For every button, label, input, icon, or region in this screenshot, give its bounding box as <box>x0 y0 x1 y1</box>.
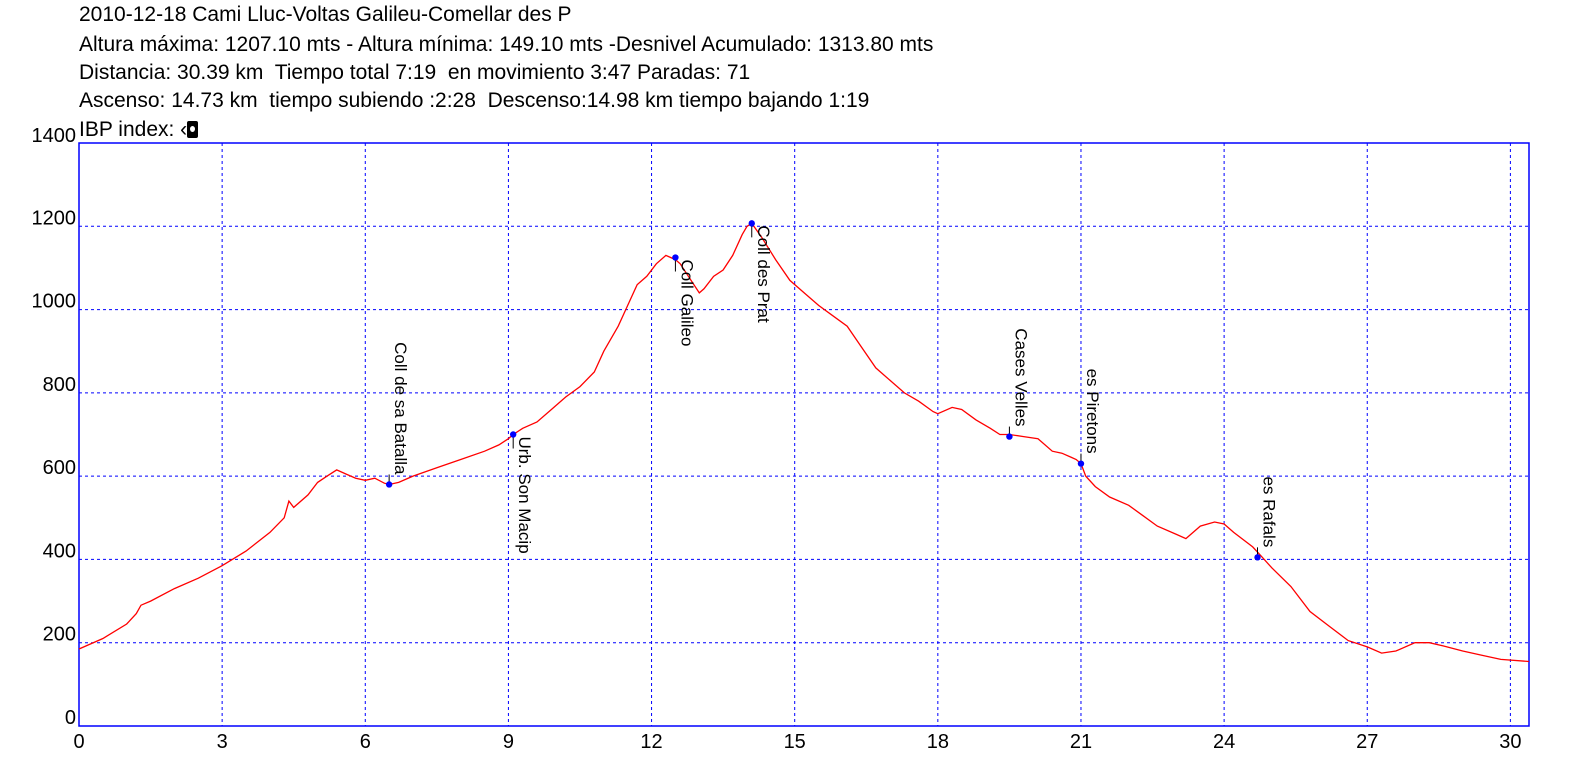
waypoint-dot <box>748 220 755 227</box>
waypoint-markers: Coll de sa Batalla Urb. Son Macip Coll Gal… <box>385 220 1279 561</box>
x-tick-label: 27 <box>1356 731 1378 753</box>
waypoint-5: es Piretons <box>1077 369 1102 467</box>
ascent-descent-summary: Ascenso: 14.73 km tiempo subiendo :2:28 … <box>79 89 870 112</box>
waypoint-6: es Rafals <box>1254 476 1279 561</box>
x-tick-label: 30 <box>1499 731 1521 753</box>
ibp-index-label: IBP index: ‹ <box>79 117 199 143</box>
x-tick-label: 3 <box>217 731 228 753</box>
x-tick-label: 21 <box>1070 731 1092 753</box>
distance-time-summary: Distancia: 30.39 km Tiempo total 7:19 en… <box>79 61 751 84</box>
waypoint-dot <box>1006 433 1013 440</box>
x-tick-label: 6 <box>360 731 371 753</box>
waypoint-label: Coll Galileo <box>677 260 696 347</box>
waypoint-4: Cases Velles <box>1006 328 1030 440</box>
y-tick-label: 400 <box>43 540 76 562</box>
y-tick-label: 600 <box>43 457 76 479</box>
y-tick-label: 800 <box>43 374 76 396</box>
elevation-profile-line <box>78 222 1530 663</box>
x-tick-label: 9 <box>503 731 514 753</box>
waypoint-label: Urb. Son Macip <box>515 437 534 554</box>
waypoint-label: Coll de sa Batalla <box>391 342 410 475</box>
waypoint-label: es Rafals <box>1260 476 1279 547</box>
y-tick-label: 1200 <box>32 207 77 229</box>
waypoint-dot <box>1077 460 1085 467</box>
x-tick-label: 24 <box>1213 731 1235 753</box>
y-tick-label: 1000 <box>32 291 77 313</box>
waypoint-label: Coll des Prat <box>754 225 773 323</box>
altitude-summary: Altura máxima: 1207.10 mts - Altura míni… <box>79 33 934 56</box>
waypoint-1: Urb. Son Macip <box>509 431 534 554</box>
waypoint-dot <box>385 481 393 488</box>
waypoint-2: Coll Galileo <box>672 254 696 346</box>
track-title: 2010-12-18 Cami Lluc-Voltas Galileu-Come… <box>79 3 572 26</box>
waypoint-label: es Piretons <box>1083 369 1102 454</box>
waypoint-dot <box>509 431 517 438</box>
y-tick-label: 0 <box>65 707 76 729</box>
plot-frame <box>78 142 1530 727</box>
waypoint-0: Coll de sa Batalla <box>385 342 410 488</box>
y-tick-label: 1400 <box>32 125 77 147</box>
x-axis-ticks: 0 3 6 9 12 15 18 21 24 27 30 <box>73 731 1521 753</box>
x-tick-label: 15 <box>784 731 806 753</box>
waypoint-dot <box>672 254 679 261</box>
x-tick-label: 18 <box>927 731 949 753</box>
waypoint-dot <box>1254 554 1261 561</box>
waypoint-label: Cases Velles <box>1011 328 1030 426</box>
x-tick-label: 0 <box>73 731 84 753</box>
waypoint-3: Coll des Prat <box>748 220 773 323</box>
x-tick-label: 12 <box>640 731 662 753</box>
chart-grid <box>79 143 1529 726</box>
ibp-index-text: IBP index: ‹ <box>79 118 188 141</box>
ibp-glyph-icon <box>187 121 199 138</box>
y-axis-ticks: 0 200 400 600 800 1000 1200 1400 <box>32 125 77 729</box>
y-tick-label: 200 <box>43 624 76 646</box>
